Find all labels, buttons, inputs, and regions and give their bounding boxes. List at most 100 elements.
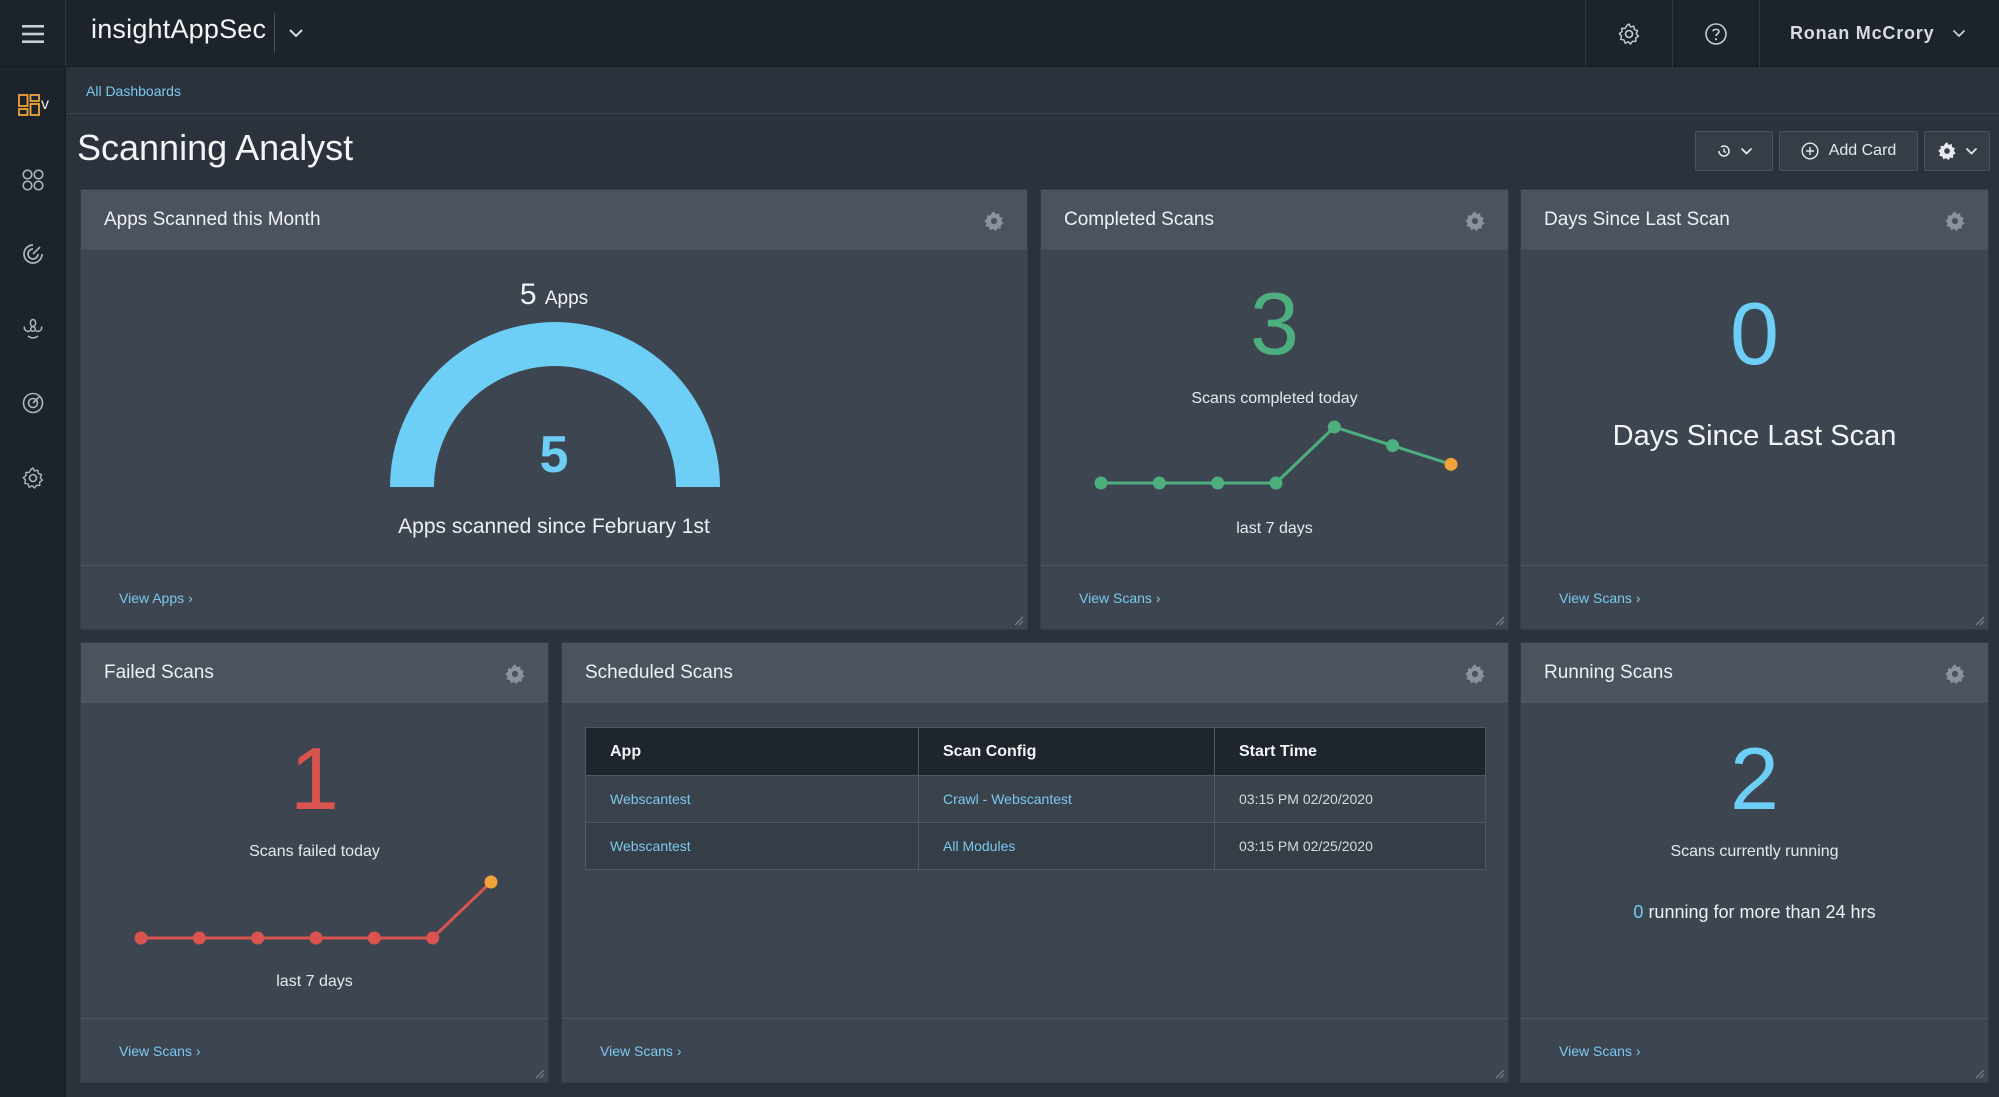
gear-icon[interactable] [1944, 210, 1966, 232]
resize-handle-icon[interactable] [1493, 614, 1505, 626]
trend-point[interactable] [1269, 476, 1283, 490]
nav-scans[interactable] [0, 226, 66, 282]
chevron-down-icon [1953, 29, 1966, 38]
trend-point[interactable] [1094, 476, 1108, 490]
add-card-button[interactable]: Add Card [1779, 131, 1918, 171]
view-scans-link[interactable]: View Scans › [600, 1043, 682, 1059]
nav-settings[interactable] [0, 450, 66, 506]
trend-line [141, 880, 493, 940]
breadcrumb-all-dashboards[interactable]: All Dashboards [86, 83, 181, 99]
chevron-right-icon: › [188, 589, 193, 606]
gear-icon[interactable] [1944, 663, 1966, 685]
trend-point[interactable] [134, 931, 148, 945]
app-link[interactable]: Webscantest [585, 775, 919, 823]
dashboard-settings-button[interactable] [1924, 131, 1990, 171]
trend-point[interactable] [1152, 476, 1166, 490]
resize-handle-icon[interactable] [1012, 614, 1024, 626]
breadcrumb-bar: All Dashboards [67, 67, 1999, 114]
view-scans-label: View Scans [1559, 589, 1632, 606]
user-menu[interactable]: Ronan McCrory [1759, 0, 1999, 67]
card-title: Apps Scanned this Month [104, 209, 321, 230]
trend-line [1101, 425, 1452, 485]
trend-point[interactable] [1386, 439, 1400, 453]
history-icon [1717, 145, 1730, 157]
view-scans-label: View Scans [1559, 1042, 1632, 1059]
trend-point[interactable] [426, 931, 440, 945]
resize-handle-icon[interactable] [1973, 614, 1985, 626]
product-switcher-button[interactable] [274, 13, 316, 53]
gauge-arc [390, 322, 720, 487]
trend-point[interactable] [1444, 457, 1458, 471]
card-footer: View Scans › [81, 1018, 548, 1082]
card-footer: View Scans › [562, 1018, 1508, 1082]
help-button[interactable] [1672, 0, 1758, 67]
chevron-right-icon: › [195, 1042, 201, 1059]
resize-handle-icon[interactable] [533, 1067, 545, 1079]
scheduled-scans-table: App Scan Config Start Time Webscantest C… [585, 727, 1486, 870]
view-scans-link[interactable]: View Scans › [1559, 1043, 1641, 1059]
gear-icon[interactable] [1464, 663, 1486, 685]
card-completed-scans: Completed Scans 3 Scans completed today … [1040, 189, 1509, 630]
scan-config-link[interactable]: All Modules [918, 822, 1215, 870]
card-title: Failed Scans [104, 662, 214, 683]
trend-point[interactable] [309, 931, 323, 945]
gauge-value: 5 [539, 426, 569, 484]
card-title: Scheduled Scans [585, 662, 733, 683]
settings-button[interactable] [1585, 0, 1671, 67]
card-title: Days Since Last Scan [1544, 209, 1730, 230]
view-scans-link[interactable]: View Scans › [1559, 590, 1641, 606]
column-header-scan-config[interactable]: Scan Config [918, 727, 1215, 776]
resize-handle-icon[interactable] [1493, 1067, 1505, 1079]
long-running-count[interactable]: 0 [1633, 902, 1644, 922]
apps-caption: Apps scanned since February 1st [398, 515, 710, 538]
resize-handle-icon[interactable] [1973, 1067, 1985, 1079]
failed-value: 1 [290, 729, 339, 828]
table-row: Webscantest Crawl - Webscantest 03:15 PM… [585, 775, 1486, 823]
gear-icon[interactable] [983, 210, 1005, 232]
column-header-app[interactable]: App [585, 727, 919, 776]
scan-config-link[interactable]: Crawl - Webscantest [918, 775, 1215, 823]
card-footer: View Scans › [1521, 565, 1988, 629]
card-title: Running Scans [1544, 662, 1673, 683]
radar-icon [23, 244, 43, 264]
table-header-row: App Scan Config Start Time [585, 727, 1486, 776]
target-icon [22, 392, 44, 414]
product-logo[interactable]: insightAppSec [91, 14, 266, 45]
start-time: 03:15 PM 02/25/2020 [1214, 822, 1486, 870]
trend-point[interactable] [1327, 420, 1341, 434]
nav-vulnerabilities[interactable] [0, 301, 66, 357]
view-scans-link[interactable]: View Scans › [1079, 590, 1161, 606]
side-nav: v [0, 67, 66, 1097]
nav-dashboards[interactable]: v [0, 77, 66, 133]
trend-point[interactable] [1211, 476, 1225, 490]
gear-icon[interactable] [1464, 210, 1486, 232]
biohazard-icon [23, 318, 43, 339]
view-scans-link[interactable]: View Scans › [119, 1043, 201, 1059]
gear-icon[interactable] [504, 663, 526, 685]
card-apps-scanned: Apps Scanned this Month 5 Apps 5 Apps sc… [80, 189, 1028, 630]
trend-point[interactable] [251, 931, 265, 945]
app-link[interactable]: Webscantest [585, 822, 919, 870]
card-header: Apps Scanned this Month [81, 190, 1027, 250]
refresh-interval-button[interactable] [1695, 131, 1773, 171]
apps-unit: Apps [544, 288, 589, 309]
add-card-label: Add Card [1828, 142, 1897, 159]
table-row: Webscantest All Modules 03:15 PM 02/25/2… [585, 822, 1486, 870]
chevron-down-icon [288, 29, 303, 38]
running-caption: Scans currently running [1670, 843, 1839, 860]
chevron-down-icon [1740, 147, 1752, 155]
completed-sparkline [1094, 420, 1458, 490]
column-header-start-time[interactable]: Start Time [1214, 727, 1486, 776]
view-scans-label: View Scans [119, 1042, 192, 1059]
nav-targets[interactable] [0, 375, 66, 431]
hamburger-menu-button[interactable] [0, 0, 66, 67]
view-apps-link[interactable]: View Apps › [119, 590, 193, 606]
days-since-caption: Days Since Last Scan [1612, 420, 1897, 452]
trend-point[interactable] [367, 931, 381, 945]
view-scans-label: View Scans [600, 1042, 673, 1059]
nav-apps[interactable] [0, 152, 66, 208]
trend-point[interactable] [192, 931, 206, 945]
trend-point[interactable] [484, 875, 498, 889]
card-running-scans: Running Scans 2 Scans currently running … [1520, 642, 1989, 1083]
card-title: Completed Scans [1064, 209, 1214, 230]
